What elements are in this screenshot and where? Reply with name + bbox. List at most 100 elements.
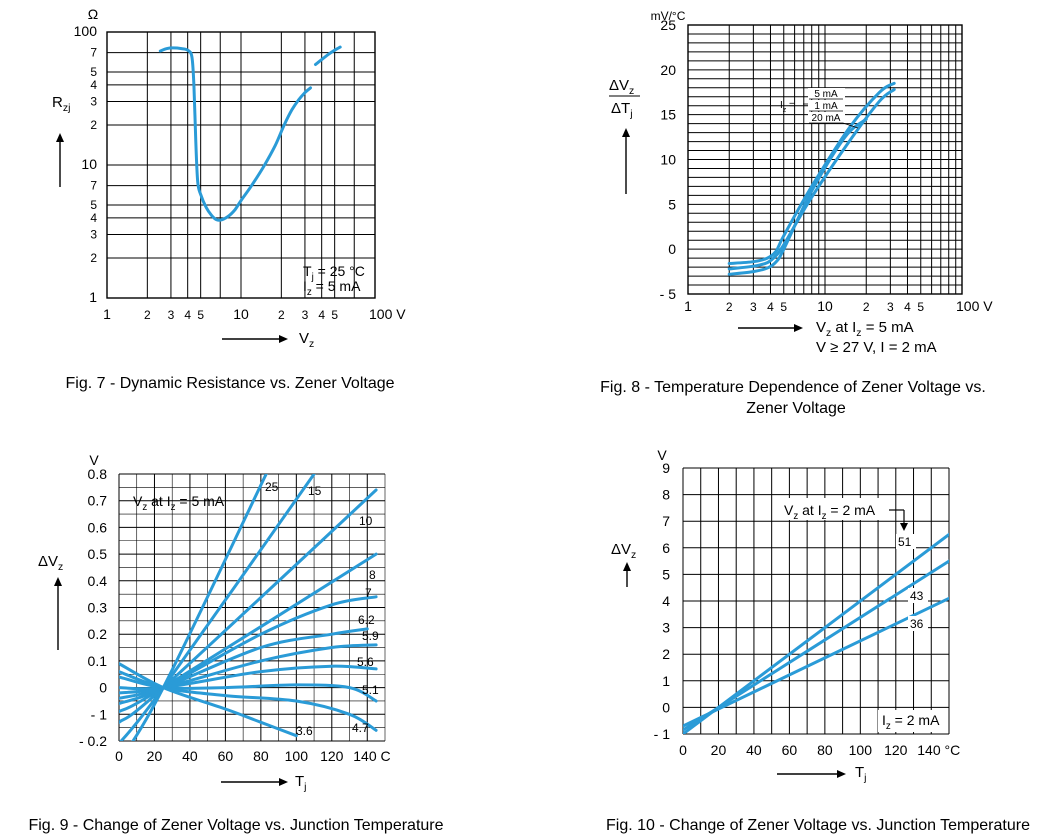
subscript: z (631, 549, 636, 561)
fig9-curve-label-5-1: 5.1 (362, 683, 379, 697)
fig9-curve-label-6-2: 6.2 (358, 613, 375, 627)
fig9-curve-15 (119, 474, 316, 741)
fig8-ylabel-num: ΔVz (609, 77, 634, 97)
fig7-xtick-4: 4 (318, 308, 325, 322)
text-part: = 5 mA (176, 493, 225, 509)
text-part: = 5 mA (312, 278, 361, 294)
fig7-ytick-4: 4 (90, 211, 97, 225)
fig7-ytick-4: 4 (90, 78, 97, 92)
fig9-ytick-0.4: 0.4 (88, 573, 108, 589)
fig10-ytick-2: 2 (662, 646, 670, 662)
fig10-xtick-20: 20 (711, 742, 727, 758)
fig7-xtick-2: 2 (278, 308, 285, 322)
fig9-caption: Fig. 9 - Change of Zener Voltage vs. Jun… (28, 817, 443, 834)
fig7-xlabel: Vz (299, 330, 314, 350)
fig8-ytick-- 5: - 5 (660, 286, 677, 302)
fig10-x-arrow-head (837, 770, 846, 778)
fig9-xtick-140 C: 140 C (353, 748, 390, 764)
fig9-curves (119, 474, 378, 741)
text-part: = 2 mA (891, 712, 940, 728)
fig9-curve-label-8: 8 (369, 568, 376, 582)
text-part: T (855, 764, 864, 781)
fig10-xtick-60: 60 (782, 742, 798, 758)
fig8-legend-bg (808, 88, 845, 99)
fig7-ytick-3: 3 (90, 228, 97, 242)
fig7-ytick-7: 7 (90, 179, 97, 193)
fig8-xtick-5: 5 (917, 300, 924, 314)
fig8-legend-5mA: 5 mA (814, 89, 838, 100)
fig10-y-unit: V (657, 447, 667, 463)
fig7-xtick-1: 1 (103, 306, 111, 322)
fig10-ytick-0: 0 (662, 699, 670, 715)
fig7-caption: Fig. 7 - Dynamic Resistance vs. Zener Vo… (65, 375, 394, 392)
fig7-y-arrow-head (56, 133, 64, 142)
text-part: V (784, 502, 794, 518)
fig10-curve-label-36: 36 (910, 617, 924, 631)
fig9-xtick-120: 120 (320, 748, 344, 764)
subscript: zj (63, 102, 71, 114)
fig8-xtick-2: 2 (863, 300, 870, 314)
fig10-ytick-1: 1 (662, 673, 670, 689)
text-part: at I (147, 493, 170, 509)
fig8-ytick-25: 25 (660, 17, 676, 33)
fig10-note-bg (780, 498, 886, 520)
text-part: at I (798, 502, 821, 518)
subscript: z (856, 327, 861, 339)
fig10-xtick-80: 80 (817, 742, 833, 758)
fig7-ytick-2: 2 (90, 251, 97, 265)
fig10-ylabel: ΔVz (611, 541, 636, 561)
fig10-xtick-100: 100 (849, 742, 873, 758)
fig7-curve-rz-main (158, 46, 312, 222)
fig9-ytick-0.1: 0.1 (88, 653, 108, 669)
fig10-curve-36 (683, 596, 949, 728)
fig9-curve-5-6 (119, 664, 378, 691)
fig10-curve-43 (683, 559, 949, 732)
fig9-curve-7 (119, 595, 378, 706)
fig9-ylabel: ΔVz (38, 553, 63, 573)
fig8-ylabel-den: ΔTj (611, 100, 633, 120)
fig9-curve-5-9 (119, 643, 378, 695)
fig7-xtick-10: 10 (233, 306, 249, 322)
text-part: ΔV (609, 77, 629, 94)
fig10-note-arrowhead (900, 523, 908, 531)
fig7-ytick-5: 5 (90, 65, 97, 79)
text-part: = 2 mA (827, 502, 876, 518)
fig10-xtick-120: 120 (884, 742, 908, 758)
fig9-curve-3-6 (119, 662, 298, 738)
fig7-ylabel: Rzj (52, 94, 70, 114)
fig8-xtick-4: 4 (767, 300, 774, 314)
subscript: z (822, 511, 827, 522)
fig8-caption-line2: Zener Voltage (746, 400, 846, 417)
fig8-xlabel-line2: V ≥ 27 V, I = 2 mA (816, 339, 937, 356)
subscript: z (309, 338, 314, 350)
subscript: z (826, 327, 831, 339)
fig7-ytick-7: 7 (90, 46, 97, 60)
fig8-ytick-0: 0 (668, 241, 676, 257)
fig10-y-arrow-head (623, 562, 631, 571)
fig9-ytick-0.6: 0.6 (88, 519, 108, 535)
fig9-xlabel: Tj (295, 773, 307, 793)
fig8-xtick-2: 2 (726, 300, 733, 314)
fig8-y-unit: mV/°C (651, 9, 686, 23)
fig8-x-arrow-head (794, 324, 803, 332)
fig8-curve-5-mA (727, 81, 896, 265)
fig10-ytick-9: 9 (662, 460, 670, 476)
subscript: z (307, 287, 312, 298)
text-part: R (52, 94, 63, 111)
fig9-delta-vz-vs-temperature-chart: 0 20 40 60 80 100 120 140 C0.80.70.60.50.40.30.… (28, 452, 443, 834)
subscript: z (783, 107, 787, 114)
fig10-curve-label-bg (908, 588, 928, 603)
fig8-legend-1mA: 1 mA (814, 101, 838, 112)
fig10-ytick-3: 3 (662, 620, 670, 636)
fig10-curve-label-51: 51 (898, 535, 912, 549)
fig10-ytick-- 1: - 1 (654, 726, 671, 742)
text-part: = 25 °C (314, 263, 365, 279)
subscript: z (142, 502, 147, 513)
text-part: ΔV (38, 553, 58, 570)
fig7-ytick-100: 100 (74, 23, 98, 39)
text-part: at I (831, 319, 856, 336)
fig8-caption-line1: Fig. 8 - Temperature Dependence of Zener… (600, 379, 986, 396)
fig7-ytick-5: 5 (90, 198, 97, 212)
fig10-ytick-7: 7 (662, 513, 670, 529)
fig7-ytick-2: 2 (90, 118, 97, 132)
